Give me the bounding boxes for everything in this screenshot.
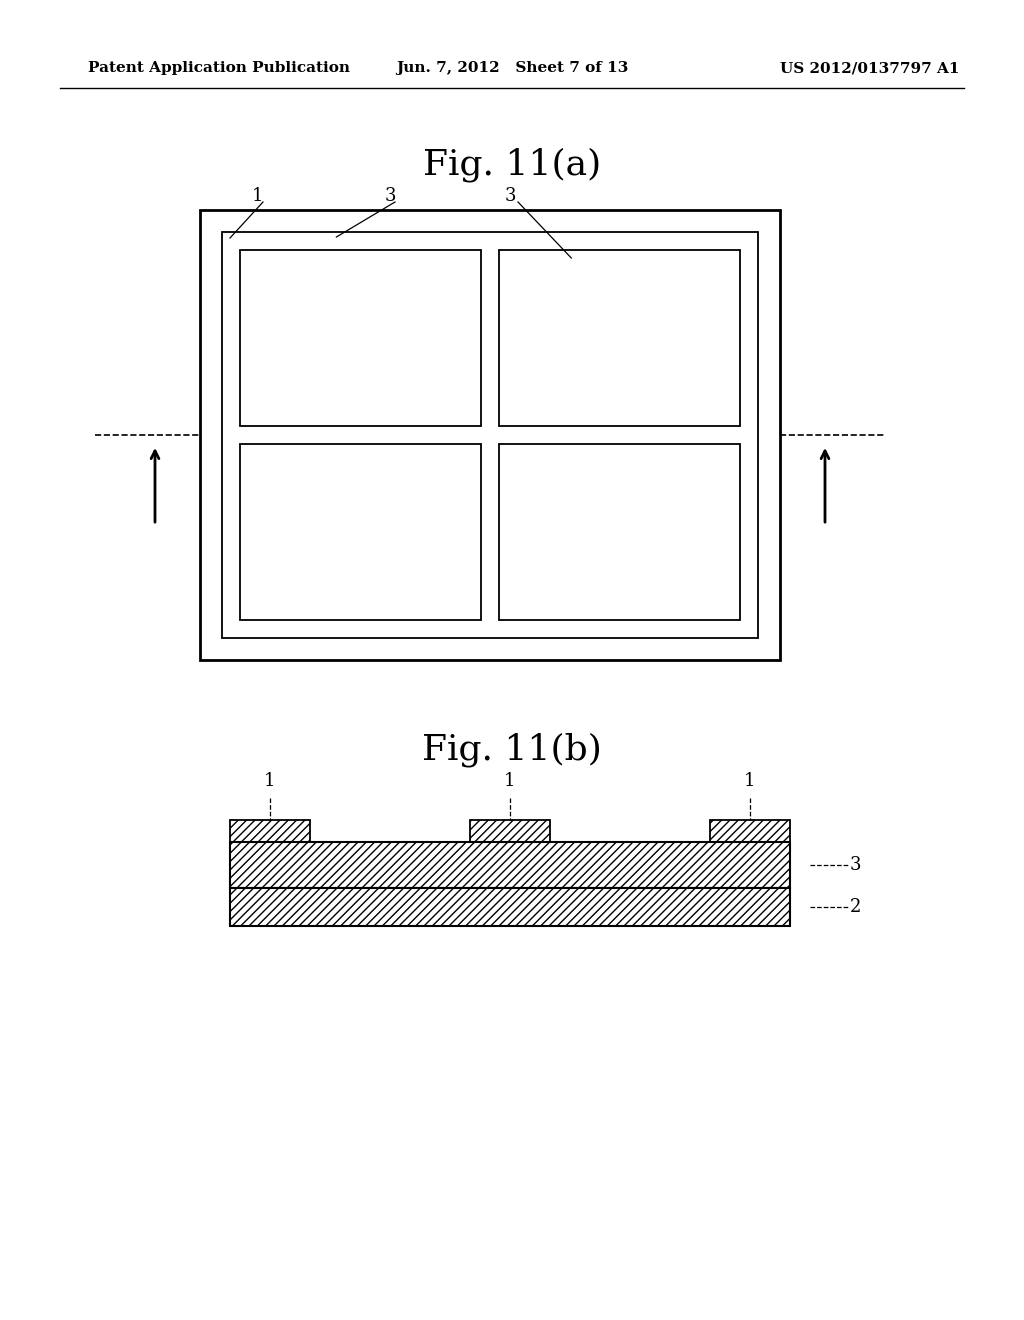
Text: 3: 3 [384, 187, 395, 205]
Bar [499, 444, 740, 620]
Bar [230, 820, 310, 842]
Text: 2: 2 [850, 898, 861, 916]
Text: US 2012/0137797 A1: US 2012/0137797 A1 [780, 61, 961, 75]
Text: Patent Application Publication: Patent Application Publication [88, 61, 350, 75]
Bar [230, 820, 310, 842]
Bar [230, 888, 790, 927]
Bar [230, 842, 790, 888]
Bar [470, 820, 550, 842]
Text: 1: 1 [264, 772, 275, 789]
Bar [200, 210, 780, 660]
Text: Fig. 11(a): Fig. 11(a) [423, 148, 601, 182]
Text: 1: 1 [504, 772, 516, 789]
Bar [240, 444, 481, 620]
Bar [230, 842, 790, 888]
Bar [240, 249, 481, 426]
Text: Fig. 11(b): Fig. 11(b) [422, 733, 602, 767]
Bar [710, 820, 790, 842]
Bar [222, 232, 758, 638]
Text: 3: 3 [504, 187, 516, 205]
Bar [499, 249, 740, 426]
Bar [710, 820, 790, 842]
Bar [470, 820, 550, 842]
Bar [230, 888, 790, 927]
Text: 1: 1 [744, 772, 756, 789]
Text: 1: 1 [252, 187, 264, 205]
Text: Jun. 7, 2012   Sheet 7 of 13: Jun. 7, 2012 Sheet 7 of 13 [396, 61, 628, 75]
Text: 3: 3 [850, 855, 861, 874]
